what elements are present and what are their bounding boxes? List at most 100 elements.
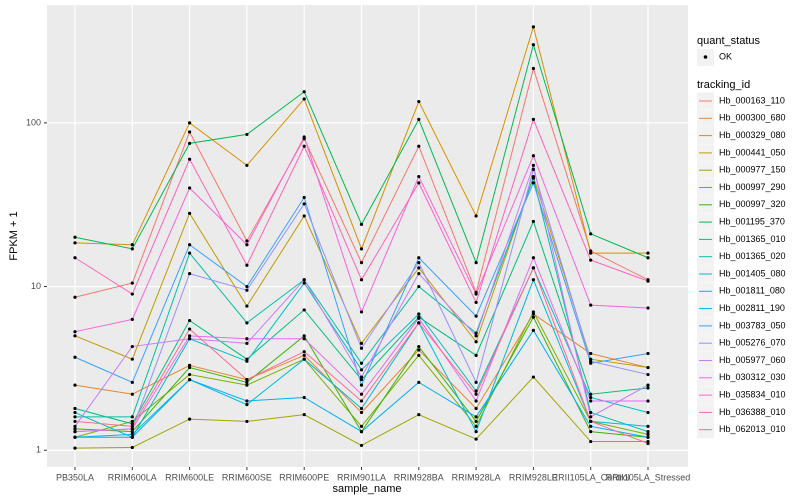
x-tick-label: PB350LA bbox=[56, 472, 94, 482]
data-point bbox=[73, 427, 77, 431]
data-point bbox=[359, 399, 364, 403]
data-point bbox=[417, 284, 421, 289]
legend-label: Hb_062013_010 bbox=[719, 424, 786, 434]
data-point bbox=[474, 389, 478, 393]
data-point bbox=[531, 176, 536, 180]
data-point bbox=[417, 348, 421, 352]
data-point bbox=[474, 419, 478, 424]
data-point bbox=[188, 378, 192, 382]
data-point bbox=[188, 186, 192, 190]
data-point bbox=[188, 157, 192, 161]
data-point bbox=[302, 97, 306, 101]
y-tick-label: 100 bbox=[26, 117, 41, 127]
data-point bbox=[130, 435, 134, 439]
data-point bbox=[302, 135, 306, 139]
data-point bbox=[188, 130, 192, 134]
data-point bbox=[302, 337, 306, 341]
data-point bbox=[417, 174, 421, 179]
data-point bbox=[245, 383, 249, 387]
data-point bbox=[302, 334, 306, 338]
x-tick-label: RRIM600SE bbox=[222, 472, 272, 482]
data-point bbox=[417, 316, 421, 320]
data-point bbox=[531, 310, 536, 314]
data-point bbox=[302, 395, 306, 400]
legend-label: Hb_001195_370 bbox=[719, 216, 785, 226]
data-point bbox=[589, 410, 593, 415]
data-point bbox=[417, 144, 421, 148]
data-point bbox=[245, 321, 249, 325]
data-point bbox=[302, 90, 306, 94]
x-tick-label: RRIM600LE bbox=[165, 472, 214, 482]
data-point bbox=[417, 181, 421, 185]
legend-label: Hb_003783_050 bbox=[719, 320, 786, 330]
data-point bbox=[531, 278, 536, 282]
legend-label: Hb_000997_320 bbox=[719, 199, 786, 209]
legend-label: Hb_030312_030 bbox=[719, 372, 786, 382]
legend-label: Hb_000977_150 bbox=[719, 165, 786, 175]
data-point bbox=[245, 304, 249, 308]
data-point bbox=[417, 312, 421, 316]
legend-label: Hb_001365_010 bbox=[719, 234, 786, 244]
data-point bbox=[73, 419, 77, 424]
legend-label: Hb_001365_020 bbox=[719, 251, 786, 261]
data-point bbox=[245, 288, 249, 292]
data-point bbox=[302, 214, 306, 218]
x-tick-label: RRIM600LA bbox=[108, 472, 157, 482]
x-tick-label: RRIM901LA bbox=[337, 472, 386, 482]
x-tick-label: RRII105LA_Control bbox=[552, 472, 630, 482]
data-point bbox=[531, 315, 536, 319]
data-point bbox=[531, 154, 536, 158]
x-tick-label: RRIM600PE bbox=[279, 472, 329, 482]
data-point bbox=[359, 261, 364, 265]
legend-symbol bbox=[703, 55, 708, 59]
data-point bbox=[245, 284, 249, 289]
data-point bbox=[474, 399, 478, 403]
data-point bbox=[130, 247, 134, 251]
data-point bbox=[188, 372, 192, 377]
legend-label: Hb_001405_080 bbox=[719, 268, 786, 278]
data-point bbox=[130, 243, 134, 247]
data-point bbox=[73, 429, 77, 434]
data-point bbox=[245, 399, 249, 403]
data-point bbox=[474, 334, 478, 338]
data-point bbox=[531, 181, 536, 185]
data-point bbox=[302, 413, 306, 417]
data-point bbox=[359, 424, 364, 428]
data-point bbox=[188, 211, 192, 215]
data-point bbox=[589, 399, 593, 403]
data-point bbox=[188, 121, 192, 125]
data-point bbox=[302, 308, 306, 312]
legend-label: Hb_000300_680 bbox=[719, 113, 786, 123]
data-point bbox=[359, 361, 364, 365]
data-point bbox=[302, 202, 306, 206]
data-point bbox=[359, 429, 364, 434]
data-point bbox=[245, 380, 249, 384]
x-tick-label: RRII105LA_Stressed bbox=[606, 472, 691, 482]
data-point bbox=[73, 415, 77, 419]
data-point bbox=[589, 424, 593, 428]
data-point bbox=[188, 417, 192, 421]
data-point bbox=[130, 422, 134, 426]
data-point bbox=[302, 195, 306, 200]
data-point bbox=[359, 368, 364, 372]
data-point bbox=[531, 375, 536, 379]
data-point bbox=[73, 256, 77, 260]
data-point bbox=[531, 66, 536, 71]
data-point bbox=[646, 279, 650, 283]
data-point bbox=[245, 403, 249, 407]
data-point bbox=[73, 295, 77, 299]
data-point bbox=[417, 261, 421, 265]
data-point bbox=[73, 424, 77, 428]
data-point bbox=[589, 258, 593, 262]
data-point bbox=[188, 318, 192, 323]
data-point bbox=[73, 383, 77, 387]
data-point bbox=[359, 222, 364, 226]
data-point bbox=[73, 235, 77, 239]
data-point bbox=[130, 392, 134, 396]
data-point bbox=[646, 256, 650, 260]
data-point bbox=[474, 406, 478, 411]
data-point bbox=[646, 435, 650, 439]
legend-title: quant_status bbox=[697, 35, 760, 47]
data-point bbox=[474, 331, 478, 335]
data-point bbox=[359, 383, 364, 387]
